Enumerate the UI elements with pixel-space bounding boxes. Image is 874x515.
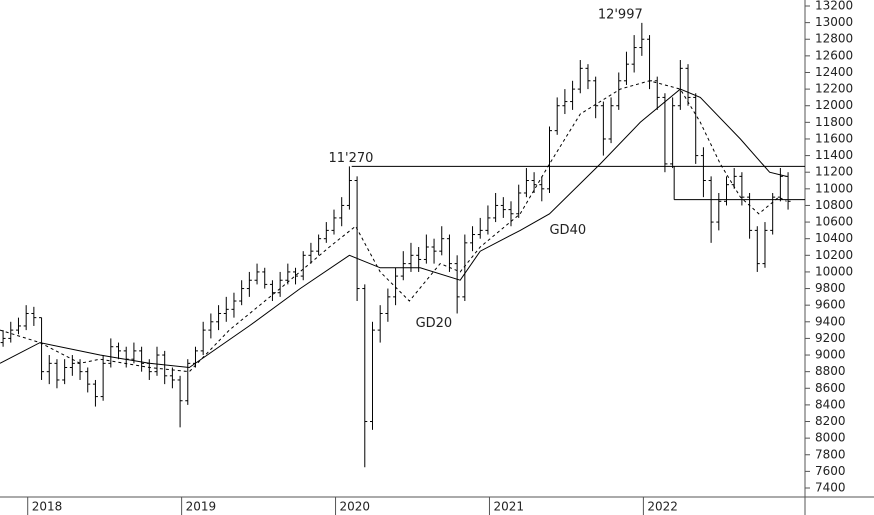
y-tick-label: 7600 bbox=[815, 464, 846, 478]
y-tick-label: 8400 bbox=[815, 397, 846, 411]
y-tick-label: 9800 bbox=[815, 281, 846, 295]
annotation: 12'997 bbox=[598, 7, 643, 22]
y-tick-label: 12800 bbox=[815, 32, 853, 46]
y-tick-label: 7800 bbox=[815, 447, 846, 461]
y-tick-label: 13200 bbox=[815, 0, 853, 13]
y-tick-label: 10200 bbox=[815, 248, 853, 262]
series-label: GD40 bbox=[549, 223, 586, 238]
moving-average bbox=[0, 88, 787, 369]
moving-average bbox=[0, 80, 787, 373]
x-tick-label: 2022 bbox=[647, 500, 678, 514]
y-tick-label: 12400 bbox=[815, 65, 853, 79]
y-tick-label: 10600 bbox=[815, 215, 853, 229]
y-tick-label: 13000 bbox=[815, 15, 853, 29]
y-tick-label: 9600 bbox=[815, 298, 846, 312]
x-tick-label: 2018 bbox=[32, 500, 63, 514]
annotation: 11'270 bbox=[328, 151, 373, 166]
y-tick-label: 11000 bbox=[815, 181, 853, 195]
y-tick-label: 9200 bbox=[815, 331, 846, 345]
y-tick-label: 8600 bbox=[815, 381, 846, 395]
x-tick-label: 2019 bbox=[186, 500, 217, 514]
y-tick-label: 11800 bbox=[815, 115, 853, 129]
y-tick-label: 11200 bbox=[815, 165, 853, 179]
y-tick-label: 8800 bbox=[815, 364, 846, 378]
y-tick-label: 9400 bbox=[815, 314, 846, 328]
y-tick-label: 11400 bbox=[815, 148, 853, 162]
y-tick-label: 7400 bbox=[815, 481, 846, 495]
y-tick-label: 10000 bbox=[815, 264, 853, 278]
y-tick-label: 8000 bbox=[815, 431, 846, 445]
y-tick-label: 10400 bbox=[815, 231, 853, 245]
y-tick-label: 12000 bbox=[815, 98, 853, 112]
y-tick-label: 10800 bbox=[815, 198, 853, 212]
y-tick-label: 12600 bbox=[815, 48, 853, 62]
y-tick-label: 12200 bbox=[815, 82, 853, 96]
x-tick-label: 2020 bbox=[340, 500, 371, 514]
y-tick-label: 9000 bbox=[815, 348, 846, 362]
x-tick-label: 2021 bbox=[493, 500, 524, 514]
y-tick-label: 11600 bbox=[815, 131, 853, 145]
series-label: GD20 bbox=[416, 316, 453, 331]
y-tick-label: 8200 bbox=[815, 414, 846, 428]
